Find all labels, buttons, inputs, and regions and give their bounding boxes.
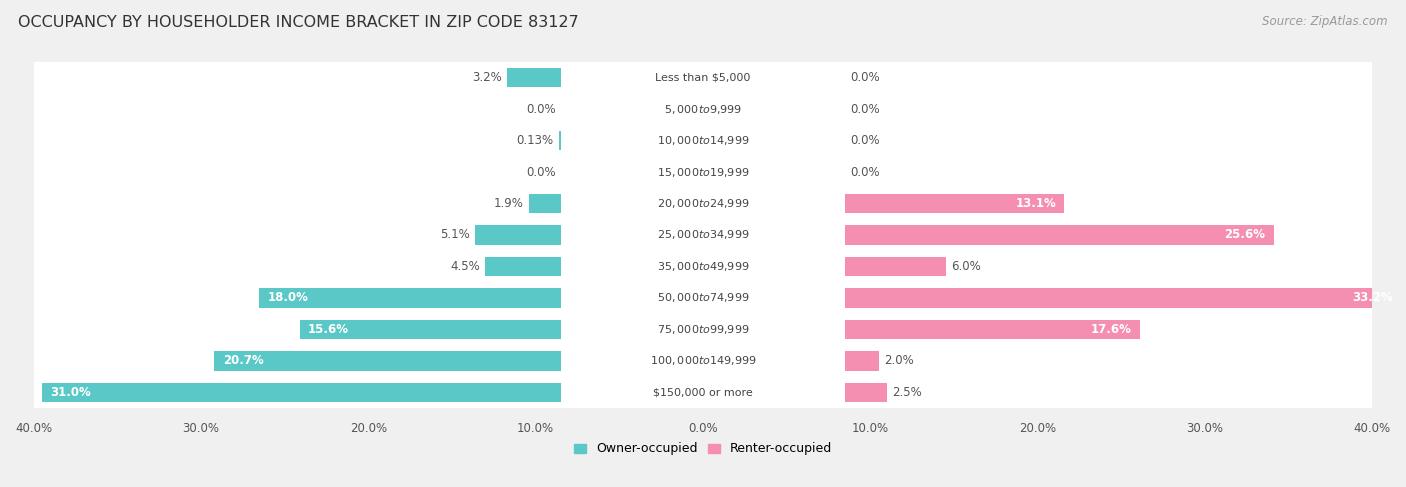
Text: 25.6%: 25.6% [1225,228,1265,242]
Text: $75,000 to $99,999: $75,000 to $99,999 [657,323,749,336]
Bar [475,225,561,245]
Text: 0.13%: 0.13% [516,134,554,147]
Bar [34,282,1372,314]
Text: 17.6%: 17.6% [1091,323,1132,336]
Text: 15.6%: 15.6% [308,323,349,336]
Bar [42,383,561,402]
Bar [34,156,1372,188]
Text: 0.0%: 0.0% [851,71,880,84]
Text: 2.5%: 2.5% [893,386,922,399]
Text: 0.0%: 0.0% [526,166,555,179]
Text: 4.5%: 4.5% [451,260,481,273]
Bar [34,62,1372,94]
Bar [34,376,1372,408]
Text: 0.0%: 0.0% [851,134,880,147]
Text: $25,000 to $34,999: $25,000 to $34,999 [657,228,749,242]
Text: 3.2%: 3.2% [472,71,502,84]
Text: OCCUPANCY BY HOUSEHOLDER INCOME BRACKET IN ZIP CODE 83127: OCCUPANCY BY HOUSEHOLDER INCOME BRACKET … [18,15,579,30]
Bar [845,225,1274,245]
Bar [845,383,887,402]
Text: 0.0%: 0.0% [851,103,880,115]
Text: $35,000 to $49,999: $35,000 to $49,999 [657,260,749,273]
Bar [845,288,1400,308]
Text: 31.0%: 31.0% [51,386,91,399]
Text: $50,000 to $74,999: $50,000 to $74,999 [657,291,749,304]
Text: 2.0%: 2.0% [884,355,914,367]
Text: 1.9%: 1.9% [494,197,524,210]
Text: $150,000 or more: $150,000 or more [654,387,752,397]
Text: $20,000 to $24,999: $20,000 to $24,999 [657,197,749,210]
Text: 6.0%: 6.0% [950,260,980,273]
Text: 33.2%: 33.2% [1351,291,1392,304]
Text: $100,000 to $149,999: $100,000 to $149,999 [650,355,756,367]
Bar [34,314,1372,345]
Bar [260,288,561,308]
Text: Less than $5,000: Less than $5,000 [655,73,751,83]
Text: $15,000 to $19,999: $15,000 to $19,999 [657,166,749,179]
Legend: Owner-occupied, Renter-occupied: Owner-occupied, Renter-occupied [568,437,838,460]
Text: 5.1%: 5.1% [440,228,471,242]
Text: 0.0%: 0.0% [851,166,880,179]
Bar [34,251,1372,282]
Bar [845,257,946,276]
Bar [558,131,561,150]
Text: 13.1%: 13.1% [1015,197,1056,210]
Text: 0.0%: 0.0% [526,103,555,115]
Bar [34,188,1372,219]
Bar [34,125,1372,156]
Text: Source: ZipAtlas.com: Source: ZipAtlas.com [1263,15,1388,28]
Bar [299,319,561,339]
Bar [34,219,1372,251]
Bar [34,94,1372,125]
Bar [508,68,561,87]
Bar [34,345,1372,376]
Text: 18.0%: 18.0% [269,291,309,304]
Bar [845,351,879,371]
Text: $5,000 to $9,999: $5,000 to $9,999 [664,103,742,115]
Bar [845,319,1140,339]
Bar [485,257,561,276]
Text: $10,000 to $14,999: $10,000 to $14,999 [657,134,749,147]
Bar [529,194,561,213]
Bar [214,351,561,371]
Bar [845,194,1064,213]
Text: 20.7%: 20.7% [222,355,263,367]
